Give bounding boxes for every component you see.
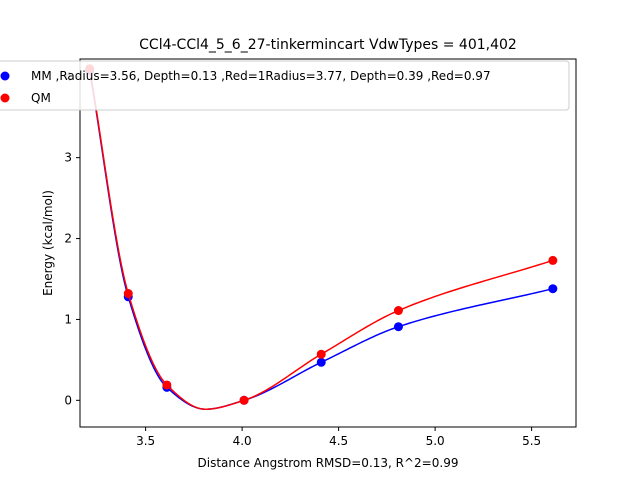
data-point	[548, 255, 558, 265]
chart-title: CCl4-CCl4_5_6_27-tinkermincart VdwTypes …	[139, 37, 517, 53]
legend-frame	[0, 60, 570, 111]
x-tick-label: 3.5	[136, 434, 155, 448]
data-point	[393, 306, 403, 316]
y-tick-label: 2	[64, 232, 72, 246]
axes-frame	[79, 58, 577, 428]
y-axis-label: Energy (kcal/mol)	[41, 190, 55, 296]
legend-marker-qm	[0, 93, 10, 103]
y-tick-label: 3	[64, 151, 72, 165]
x-tick-label: 4.5	[329, 434, 348, 448]
legend-label-mm: MM ,Radius=3.56, Depth=0.13 ,Red=1Radius…	[31, 69, 491, 83]
plot-area	[85, 64, 558, 410]
y-tick-label: 0	[64, 393, 72, 407]
data-point	[162, 380, 172, 390]
axis-ticks: 3.54.04.55.05.501234	[64, 70, 541, 448]
data-point	[393, 322, 403, 332]
y-tick-label: 1	[64, 312, 72, 326]
legend-marker-mm	[0, 71, 10, 81]
x-tick-label: 5.0	[426, 434, 445, 448]
data-point	[239, 395, 249, 405]
data-point	[548, 284, 558, 294]
x-tick-label: 5.5	[522, 434, 541, 448]
x-tick-label: 4.0	[233, 434, 252, 448]
x-axis-label: Distance Angstrom RMSD=0.13, R^2=0.99	[198, 456, 459, 470]
legend: MM ,Radius=3.56, Depth=0.13 ,Red=1Radius…	[0, 60, 570, 111]
data-point	[316, 357, 326, 367]
data-point	[123, 289, 133, 299]
series-line-1	[88, 68, 554, 410]
legend-label-qm: QM	[31, 91, 51, 105]
data-point	[316, 349, 326, 359]
